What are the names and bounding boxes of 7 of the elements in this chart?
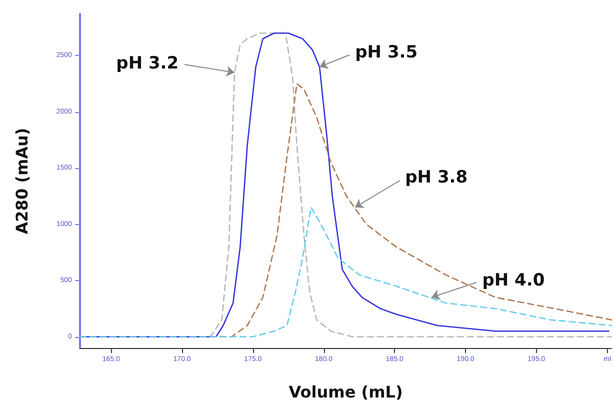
x-axis-title: Volume (mL) [288,382,403,402]
annotation: pH 4.0 [482,270,545,290]
line-series [79,206,612,338]
y-axis-title: A280 (mAu) [12,128,32,234]
annotation: pH 3.5 [355,42,418,63]
annotation: pH 3.2 [116,54,179,74]
annotation: pH 3.8 [405,167,468,188]
